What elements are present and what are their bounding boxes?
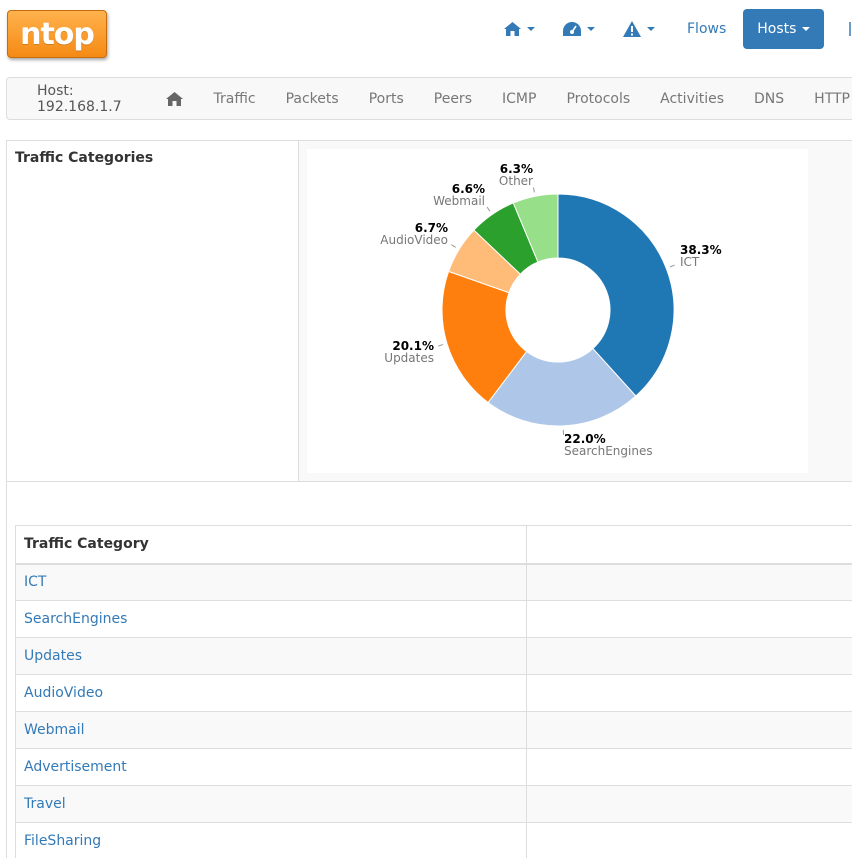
slice-percent-label: 38.3%: [680, 243, 722, 257]
category-link[interactable]: AudioVideo: [24, 685, 104, 701]
subnav-traffic[interactable]: Traffic: [213, 90, 256, 107]
categories-chart: 38.3% ICT 22.0% SearchEngines 20.1% Updates 6.…: [307, 149, 808, 473]
pie-slice-other[interactable]: [512, 193, 559, 263]
slice-percent-label: 22.0%: [564, 432, 606, 446]
table-row: Advertisement: [15, 748, 852, 786]
subnav-peers[interactable]: Peers: [433, 90, 472, 107]
category-link[interactable]: Travel: [24, 796, 66, 812]
pie-slice-updates[interactable]: [441, 270, 528, 404]
table-row: SearchEngines: [15, 600, 852, 638]
table-row: Updates: [15, 637, 852, 675]
ntop-logo[interactable]: ntop: [7, 10, 107, 58]
label-leader-line: [486, 206, 491, 212]
label-leader-line: [451, 244, 456, 248]
label-leader-line: [669, 264, 675, 268]
table-row: Travel: [15, 785, 852, 823]
hosts-menu-button[interactable]: Hosts: [743, 9, 825, 49]
home-menu[interactable]: [490, 9, 549, 49]
home-icon: [504, 22, 521, 36]
subnav-icmp[interactable]: ICMP: [502, 90, 537, 107]
dashboard-menu[interactable]: [549, 9, 609, 49]
panel-title: Traffic Categories: [15, 150, 154, 166]
traffic-category-table: Traffic Category ICT SearchEngines Updat…: [15, 525, 852, 858]
slice-percent-label: 6.7%: [415, 221, 448, 235]
flows-link[interactable]: Flows: [687, 21, 727, 37]
traffic-categories-panel: Traffic Categories 38.3% ICT 22.0% SearchEn…: [6, 140, 852, 482]
slice-category-label: ICT: [680, 255, 700, 269]
table-row: AudioVideo: [15, 674, 852, 712]
host-home-icon[interactable]: [165, 91, 199, 106]
pie-slice-ict[interactable]: [557, 193, 675, 397]
slice-percent-label: 20.1%: [392, 339, 434, 353]
label-leader-line: [532, 187, 535, 193]
slice-category-label: SearchEngines: [564, 444, 653, 458]
category-link[interactable]: SearchEngines: [24, 611, 128, 627]
pie-slice-searchengines[interactable]: [487, 347, 637, 427]
table-row: Webmail: [15, 711, 852, 749]
subnav-packets[interactable]: Packets: [285, 90, 339, 107]
subnav-dns[interactable]: DNS: [754, 90, 785, 107]
panel-title-cell: Traffic Categories: [7, 141, 299, 481]
subnav-protocols[interactable]: Protocols: [566, 90, 631, 107]
category-link[interactable]: Advertisement: [24, 759, 127, 775]
slice-category-label: Webmail: [433, 194, 485, 208]
table-header-row: Traffic Category: [15, 525, 852, 565]
slice-category-label: AudioVideo: [380, 233, 448, 247]
host-label: Host: 192.168.1.7: [37, 82, 122, 115]
slice-percent-label: 6.6%: [452, 182, 485, 196]
category-link[interactable]: Updates: [24, 648, 82, 664]
subnav-ports[interactable]: Ports: [368, 90, 404, 107]
label-leader-line: [438, 344, 444, 347]
host-subnav: Host: 192.168.1.7 Traffic Packets Ports …: [6, 77, 852, 120]
subnav-http[interactable]: HTTP: [814, 90, 850, 107]
pie-chart-svg: 38.3%ICT 22.0%SearchEngines 20.1%Updates 6.…: [380, 162, 722, 458]
table-row: FileSharing: [15, 822, 852, 858]
top-navbar: Flows Hosts: [490, 9, 825, 49]
truncated-nav-item[interactable]: [849, 22, 851, 36]
category-link[interactable]: ICT: [24, 574, 47, 591]
logo-text: ntop: [20, 16, 95, 52]
alert-icon: [623, 21, 641, 37]
slice-category-label: Other: [499, 174, 533, 188]
column-header-empty: [526, 525, 852, 565]
subnav-activities[interactable]: Activities: [660, 90, 725, 107]
slice-category-label: Updates: [384, 351, 434, 365]
table-row: ICT: [15, 563, 852, 601]
column-header-traffic-category[interactable]: Traffic Category: [15, 525, 527, 565]
hosts-label: Hosts: [757, 21, 797, 37]
alerts-menu[interactable]: [609, 9, 669, 49]
dashboard-icon: [563, 22, 581, 36]
slice-percent-label: 6.3%: [500, 162, 533, 176]
category-link[interactable]: Webmail: [24, 722, 85, 738]
category-link[interactable]: FileSharing: [24, 833, 102, 849]
